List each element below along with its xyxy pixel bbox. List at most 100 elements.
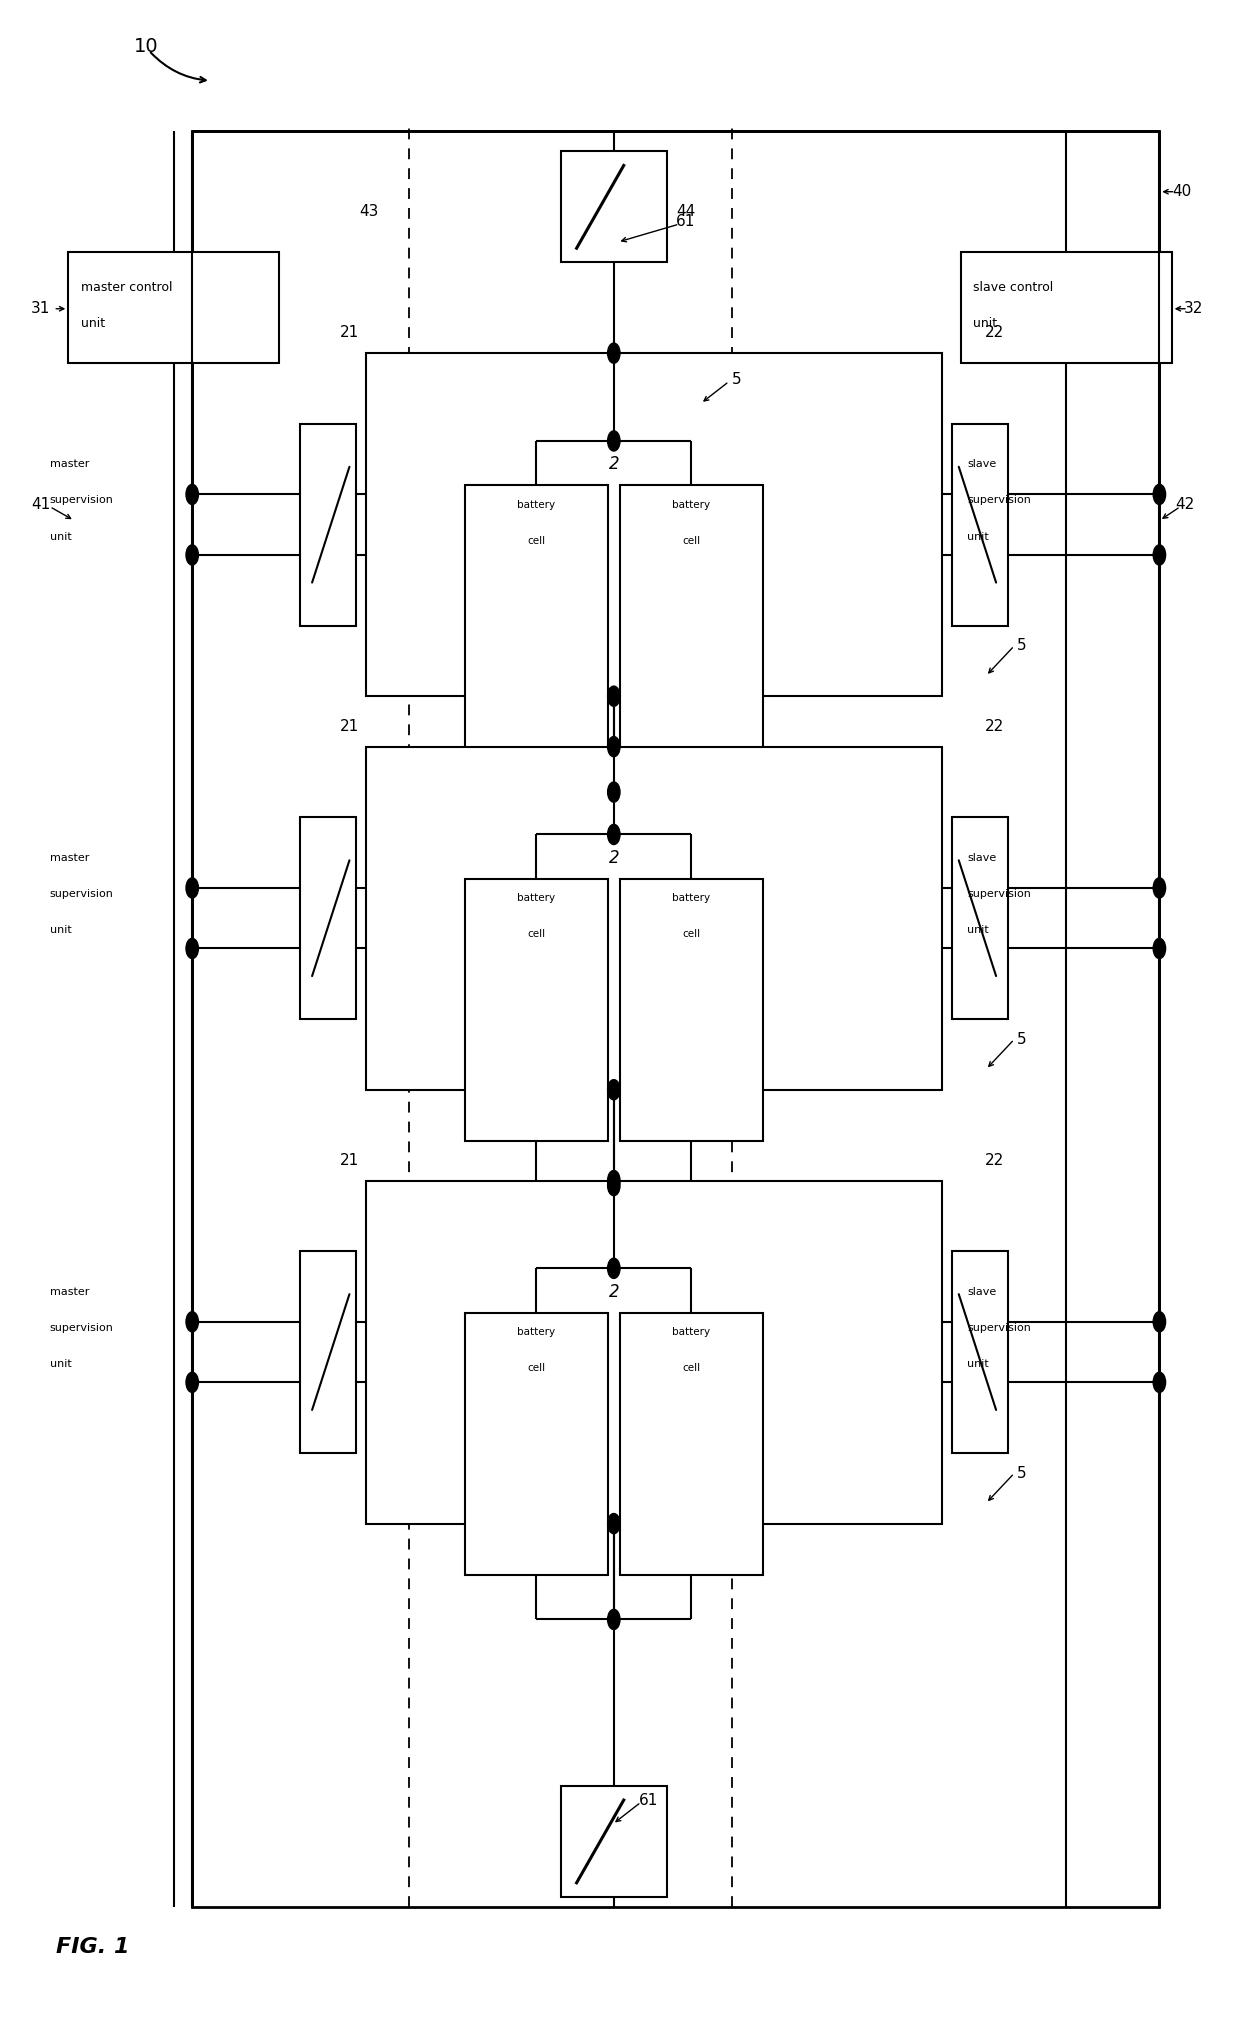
Text: 5: 5 [1017,1031,1027,1047]
Text: supervision: supervision [50,1324,114,1332]
Text: 22: 22 [985,325,1004,341]
Circle shape [608,737,620,757]
Text: 5: 5 [732,371,742,387]
Text: supervision: supervision [967,890,1032,898]
Text: slave: slave [967,1287,997,1296]
Text: FIG. 1: FIG. 1 [56,1937,129,1957]
Text: 22: 22 [985,1152,1004,1168]
Text: 32: 32 [1184,301,1204,317]
FancyBboxPatch shape [952,424,1008,626]
FancyBboxPatch shape [366,353,942,696]
Circle shape [608,1174,620,1195]
Text: battery: battery [517,500,556,509]
Text: unit: unit [967,1360,990,1368]
Text: battery: battery [672,500,711,509]
Text: 41: 41 [31,496,51,513]
FancyBboxPatch shape [300,1251,356,1453]
Text: cell: cell [682,930,701,938]
FancyBboxPatch shape [68,252,279,363]
Text: 10: 10 [134,36,159,57]
Text: 2: 2 [609,850,619,866]
Text: master: master [50,460,89,468]
FancyBboxPatch shape [952,1251,1008,1453]
Circle shape [608,783,620,801]
Circle shape [186,938,198,959]
Text: battery: battery [517,894,556,902]
Text: unit: unit [50,533,72,541]
Text: 22: 22 [985,718,1004,735]
Text: master: master [50,854,89,862]
Circle shape [1153,938,1166,959]
Text: cell: cell [527,930,546,938]
Text: supervision: supervision [967,1324,1032,1332]
Text: 5: 5 [1017,1465,1027,1481]
Text: 42: 42 [1176,496,1195,513]
Circle shape [186,1312,198,1332]
FancyBboxPatch shape [620,1312,763,1574]
FancyBboxPatch shape [560,151,667,262]
FancyBboxPatch shape [300,424,356,626]
FancyBboxPatch shape [366,747,942,1090]
Circle shape [608,1514,620,1534]
FancyBboxPatch shape [620,880,763,1142]
Text: unit: unit [967,533,990,541]
Text: 2: 2 [609,456,619,472]
Text: unit: unit [50,1360,72,1368]
Text: cell: cell [527,1364,546,1372]
Circle shape [608,825,620,844]
Text: unit: unit [50,926,72,934]
Text: unit: unit [81,317,104,331]
Text: 40: 40 [1172,184,1192,200]
Circle shape [186,878,198,898]
Text: 2: 2 [609,1283,619,1300]
FancyBboxPatch shape [961,252,1172,363]
Text: supervision: supervision [50,496,114,504]
Text: 21: 21 [340,718,360,735]
Text: 44: 44 [676,204,696,220]
Text: cell: cell [682,537,701,545]
FancyBboxPatch shape [465,880,608,1142]
Circle shape [608,1080,620,1100]
FancyBboxPatch shape [560,1786,667,1897]
FancyBboxPatch shape [192,131,1159,1907]
Text: 21: 21 [340,1152,360,1168]
Circle shape [608,1259,620,1279]
Circle shape [608,686,620,706]
Text: slave: slave [967,460,997,468]
Text: 31: 31 [31,301,51,317]
FancyBboxPatch shape [465,486,608,749]
Text: cell: cell [682,1364,701,1372]
Text: 5: 5 [1017,638,1027,654]
Circle shape [1153,878,1166,898]
Text: cell: cell [527,537,546,545]
Text: 43: 43 [360,204,379,220]
Text: unit: unit [967,926,990,934]
Circle shape [186,484,198,504]
Circle shape [608,343,620,363]
Circle shape [1153,1372,1166,1392]
Circle shape [186,545,198,565]
Text: 61: 61 [639,1792,658,1808]
FancyBboxPatch shape [366,1181,942,1524]
FancyBboxPatch shape [620,486,763,749]
Text: battery: battery [517,1328,556,1336]
FancyBboxPatch shape [465,1312,608,1574]
Circle shape [1153,1312,1166,1332]
Text: unit: unit [973,317,997,331]
Circle shape [186,1372,198,1392]
Text: battery: battery [672,1328,711,1336]
FancyBboxPatch shape [300,817,356,1019]
Text: battery: battery [672,894,711,902]
FancyBboxPatch shape [952,817,1008,1019]
Text: 61: 61 [676,214,696,230]
Text: supervision: supervision [967,496,1032,504]
Text: slave: slave [967,854,997,862]
Text: slave control: slave control [973,281,1054,295]
Circle shape [608,1170,620,1191]
Circle shape [608,1610,620,1631]
Text: master control: master control [81,281,172,295]
Text: supervision: supervision [50,890,114,898]
Text: master: master [50,1287,89,1296]
Circle shape [1153,484,1166,504]
Circle shape [608,432,620,450]
